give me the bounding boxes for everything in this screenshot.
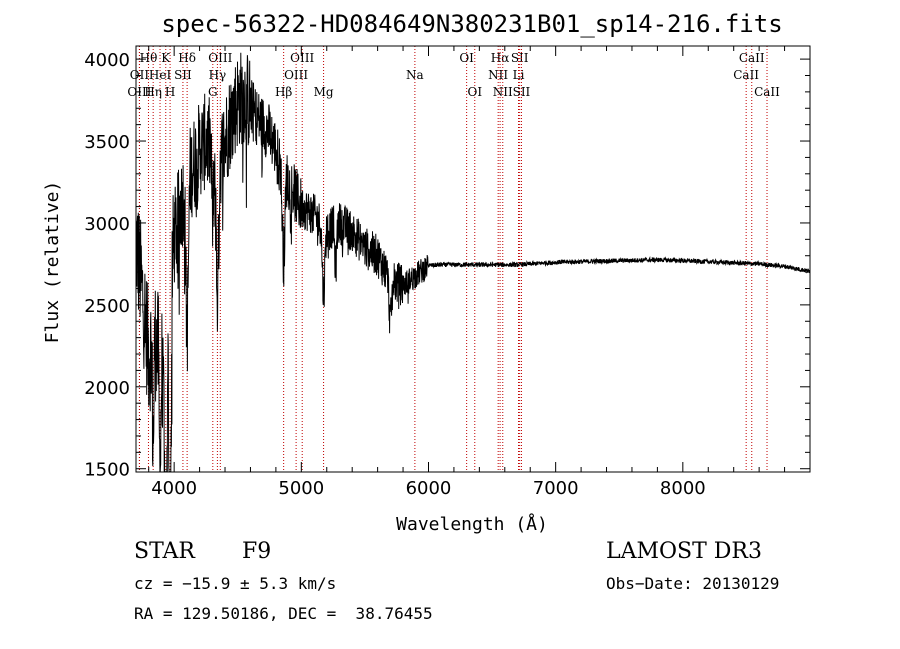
spectral-line-label: SII: [174, 68, 192, 82]
plot-frame: [135, 45, 811, 473]
spectral-line-label: Hα: [491, 51, 510, 65]
spectral-line-label: HeI: [149, 68, 172, 82]
spectral-line-label: OIII: [208, 51, 232, 65]
object-subclass: F9: [242, 539, 272, 564]
observation-date: Obs−Date: 20130129: [606, 574, 780, 593]
y-axis-label: Flux (relative): [42, 181, 63, 344]
x-axis-label: Wavelength (Å): [396, 513, 548, 535]
spectral-line-markers: HθKHδOIIIOIIIOIHαSIICaIIOIIHeISIIHγOIIIN…: [127, 46, 780, 472]
x-tick-label: 8000: [660, 478, 706, 499]
spectral-line-label: Hθ: [140, 51, 158, 65]
y-tick-label: 3500: [84, 132, 130, 153]
x-tick-label: 5000: [278, 478, 324, 499]
y-tick-label: 1500: [84, 460, 130, 481]
spectral-line-label: OIII: [284, 68, 308, 82]
spectrum-line: [135, 52, 811, 473]
y-tick-label: 2500: [84, 296, 130, 317]
x-tick-label: 4000: [151, 478, 197, 499]
redshift-velocity: cz = −15.9 ± 5.3 km/s: [134, 574, 337, 593]
axis-ticks: 4000 5000 6000 7000 8000 1500 2000 2500 3000 3500…: [84, 46, 811, 499]
spectral-line-label: NII: [493, 85, 513, 99]
spectral-line-label: Mg: [314, 85, 334, 99]
spectral-line-label: H: [165, 85, 175, 99]
spectral-line-label: SII: [511, 51, 529, 65]
spectral-line-label: Hδ: [178, 51, 196, 65]
spectral-line-label: Hγ: [209, 68, 227, 82]
spectral-line-label: Hβ: [275, 85, 292, 99]
spectral-line-label: SII: [513, 85, 531, 99]
y-tick-label: 2000: [84, 378, 130, 399]
object-class: STAR: [134, 539, 195, 564]
spectral-line-label: G: [208, 85, 218, 99]
spectral-line-label: CaII: [733, 68, 759, 82]
spectral-line-label: OI: [459, 51, 474, 65]
spectral-line-label: OI: [467, 85, 482, 99]
spectral-line-label: CaII: [754, 85, 780, 99]
chart-title: spec-56322-HD084649N380231B01_sp14-216.f…: [161, 10, 782, 38]
y-tick-label: 3000: [84, 214, 130, 235]
spectral-line-label: Na: [406, 68, 424, 82]
coordinates: RA = 129.50186, DEC = 38.76455: [134, 604, 433, 623]
spectral-line-label: Li: [513, 68, 525, 82]
survey-name: LAMOST DR3: [606, 539, 762, 564]
spectral-line-label: K: [161, 51, 171, 65]
spectral-line-label: CaII: [739, 51, 765, 65]
x-tick-label: 6000: [406, 478, 452, 499]
x-tick-label: 7000: [533, 478, 579, 499]
spectral-line-label: OIII: [290, 51, 314, 65]
spectral-line-label: Hη: [144, 85, 162, 99]
spectral-line-label: NII: [488, 68, 508, 82]
y-tick-label: 4000: [84, 50, 130, 71]
